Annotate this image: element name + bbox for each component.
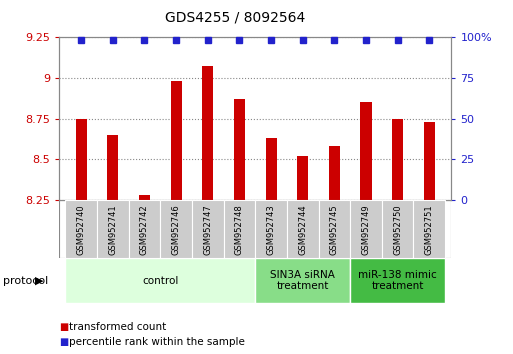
FancyBboxPatch shape <box>224 200 255 258</box>
Bar <box>139 195 150 200</box>
Text: GSM952741: GSM952741 <box>108 204 117 255</box>
FancyBboxPatch shape <box>255 200 287 258</box>
Text: transformed count: transformed count <box>69 322 167 332</box>
Text: GSM952745: GSM952745 <box>330 204 339 255</box>
Text: ■: ■ <box>59 337 68 347</box>
Text: miR-138 mimic
treatment: miR-138 mimic treatment <box>358 270 437 291</box>
FancyBboxPatch shape <box>350 258 445 303</box>
FancyBboxPatch shape <box>319 200 350 258</box>
Bar <box>75 119 87 200</box>
Text: GSM952750: GSM952750 <box>393 204 402 255</box>
Text: percentile rank within the sample: percentile rank within the sample <box>69 337 245 347</box>
FancyBboxPatch shape <box>65 258 255 303</box>
Text: GSM952747: GSM952747 <box>203 204 212 255</box>
FancyBboxPatch shape <box>97 200 129 258</box>
Text: protocol: protocol <box>3 275 48 286</box>
Text: GSM952746: GSM952746 <box>171 204 181 255</box>
Text: SIN3A siRNA
treatment: SIN3A siRNA treatment <box>270 270 335 291</box>
Text: GSM952749: GSM952749 <box>362 204 370 255</box>
FancyBboxPatch shape <box>160 200 192 258</box>
Bar <box>202 67 213 200</box>
FancyBboxPatch shape <box>287 200 319 258</box>
Bar <box>329 146 340 200</box>
FancyBboxPatch shape <box>413 200 445 258</box>
Bar <box>297 156 308 200</box>
Text: ■: ■ <box>59 322 68 332</box>
Text: GSM952748: GSM952748 <box>235 204 244 255</box>
FancyBboxPatch shape <box>129 200 160 258</box>
Text: ▶: ▶ <box>35 275 44 286</box>
Bar <box>424 122 435 200</box>
Text: control: control <box>142 275 179 286</box>
Text: GSM952743: GSM952743 <box>267 204 275 255</box>
FancyBboxPatch shape <box>350 200 382 258</box>
Text: GSM952740: GSM952740 <box>76 204 86 255</box>
Text: GDS4255 / 8092564: GDS4255 / 8092564 <box>165 11 305 25</box>
Bar <box>266 138 277 200</box>
Text: GSM952744: GSM952744 <box>298 204 307 255</box>
FancyBboxPatch shape <box>382 200 413 258</box>
Text: GSM952751: GSM952751 <box>425 204 434 255</box>
Bar <box>234 99 245 200</box>
Bar <box>107 135 119 200</box>
FancyBboxPatch shape <box>255 258 350 303</box>
Bar <box>392 119 403 200</box>
Bar <box>170 81 182 200</box>
FancyBboxPatch shape <box>192 200 224 258</box>
FancyBboxPatch shape <box>65 200 97 258</box>
Bar <box>361 102 371 200</box>
Text: GSM952742: GSM952742 <box>140 204 149 255</box>
